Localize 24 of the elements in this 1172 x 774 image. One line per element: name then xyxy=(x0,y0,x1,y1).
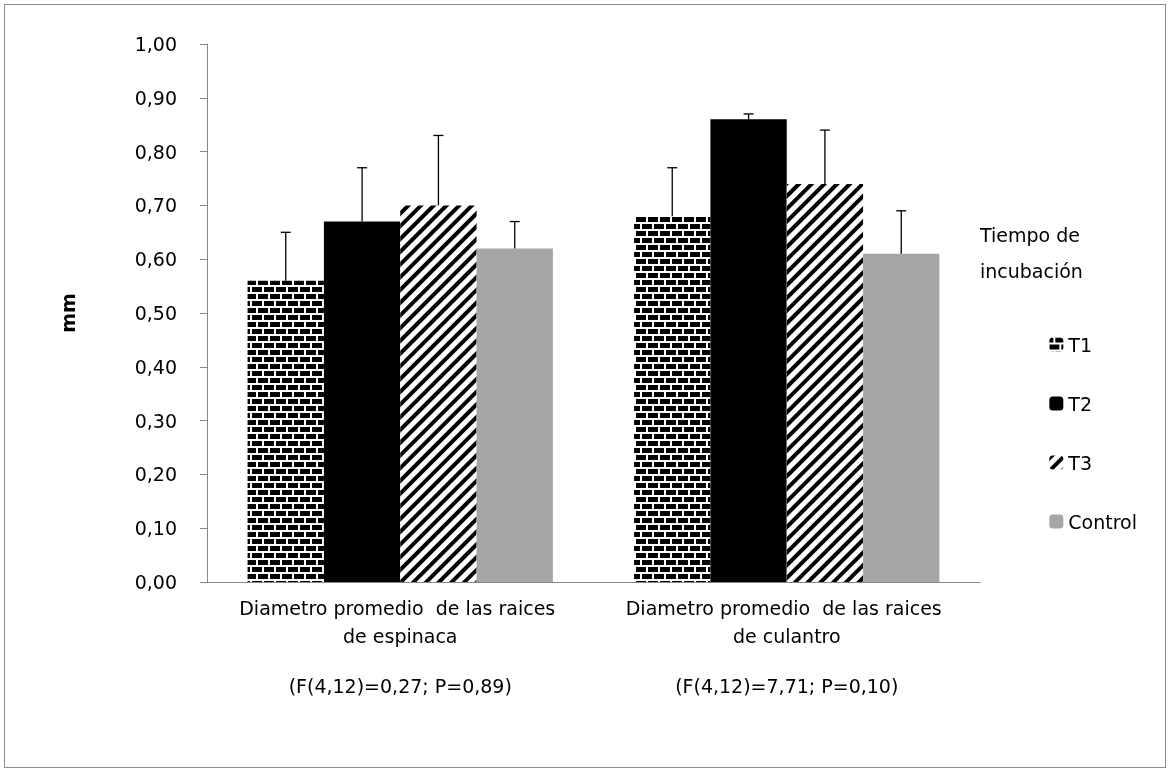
bar xyxy=(476,248,553,582)
y-tick-label: 0,40 xyxy=(134,355,177,378)
text: (F(4,12)=0,27; P=0,89) xyxy=(288,674,512,697)
y-tick-label: 0,70 xyxy=(134,194,177,217)
legend-label: Control xyxy=(1068,510,1138,533)
y-tick-label: 0,60 xyxy=(134,248,177,271)
x-tick-label: Diametro promedio de las raices de espinaca xyxy=(239,597,562,647)
y-tick-label: 0,90 xyxy=(134,86,177,109)
y-tick-label: 0,30 xyxy=(134,409,177,432)
text: (F(4,12)=7,71; P=0,10) xyxy=(675,674,899,697)
y-axis-title: mm xyxy=(56,293,79,333)
legend-title: Tiempo de incubación xyxy=(979,224,1087,282)
legend-label: T1 xyxy=(1067,333,1093,356)
x-tick-label: Diametro promedio de las raices de culantro xyxy=(625,597,948,647)
y-tick-label: 0,10 xyxy=(134,517,177,540)
bar xyxy=(863,253,940,582)
y-tick-label: 0,00 xyxy=(134,571,177,593)
bar xyxy=(710,119,787,582)
y-tick-label: 1,00 xyxy=(134,33,177,55)
y-tick-label: 0,50 xyxy=(134,302,177,324)
y-tick-label: 0,20 xyxy=(134,463,177,486)
legend-label: T2 xyxy=(1067,392,1093,415)
legend-label: T3 xyxy=(1067,451,1093,474)
y-tick-label: 0,80 xyxy=(134,140,177,163)
